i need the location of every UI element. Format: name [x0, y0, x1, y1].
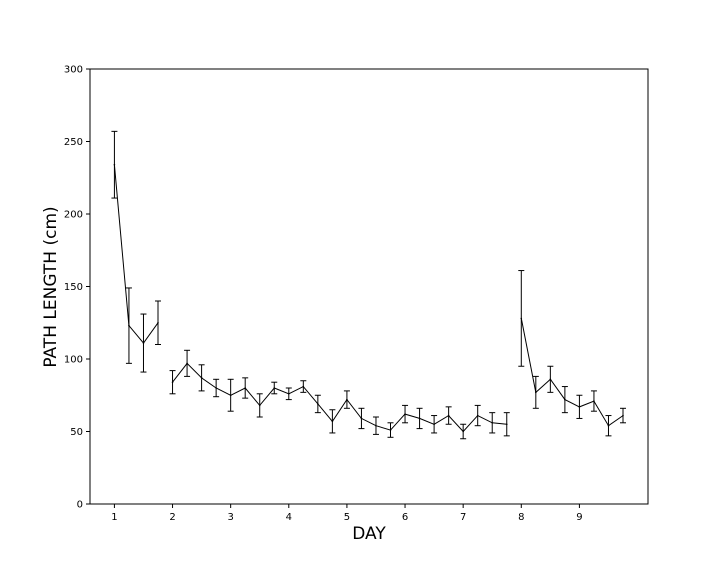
data-point [578, 406, 581, 408]
data-point [142, 342, 145, 344]
y-tick-label: 50 [70, 427, 83, 438]
data-point [302, 385, 305, 388]
data-point [287, 393, 290, 395]
data-point [520, 317, 523, 320]
series-line [113, 164, 159, 344]
data-point [258, 404, 261, 407]
data-point [229, 394, 232, 397]
x-tick-label: 1 [111, 512, 117, 523]
y-axis-title: PATH LENGTH (cm) [41, 206, 61, 367]
data-point [331, 420, 334, 423]
data-point [607, 424, 610, 427]
data-point [564, 398, 566, 401]
data-point [491, 422, 494, 424]
data-point [186, 362, 188, 365]
data-point [128, 324, 130, 327]
x-tick-label: 8 [518, 512, 524, 523]
data-point [215, 387, 217, 389]
data-point [244, 387, 246, 389]
data-point [535, 391, 537, 394]
x-tick-label: 6 [402, 512, 408, 523]
data-point [200, 377, 203, 379]
data-point [505, 423, 508, 426]
data-point [418, 417, 421, 420]
x-tick-label: 4 [286, 512, 292, 523]
x-tick-label: 9 [576, 512, 582, 523]
x-tick-label: 5 [344, 512, 350, 523]
x-axis: 1 2 3 4 5 6 7 8 9 [111, 504, 583, 523]
y-tick-label: 0 [77, 500, 83, 511]
y-tick-label: 100 [64, 355, 83, 366]
data-point [113, 163, 116, 166]
data-point [273, 387, 276, 389]
y-tick-label: 300 [64, 65, 83, 76]
x-tick-label: 2 [169, 512, 175, 523]
data-point [462, 430, 464, 433]
x-axis-title: DAY [352, 524, 386, 544]
y-tick-label: 250 [64, 137, 83, 148]
y-tick-label: 200 [64, 210, 83, 221]
data-point [433, 423, 435, 426]
data-point [346, 398, 348, 401]
data-point [171, 381, 174, 384]
data-point [389, 429, 392, 431]
data-point [360, 417, 363, 420]
data-point [404, 413, 406, 415]
data-point [549, 378, 552, 381]
data-point [317, 403, 319, 405]
data-point [157, 321, 159, 324]
x-tick-label: 7 [460, 512, 466, 523]
data-point [447, 414, 450, 417]
plot-area [89, 68, 649, 505]
data-point [622, 414, 624, 417]
data-point [593, 400, 595, 402]
y-axis: 0 50 100 150 200 250 300 [64, 65, 90, 511]
y-tick-label: 150 [64, 282, 83, 293]
series-path-length [111, 130, 627, 440]
series-line [520, 318, 624, 427]
data-point [476, 414, 479, 417]
data-point [375, 424, 377, 427]
x-tick-label: 3 [227, 512, 233, 523]
series-line [172, 362, 507, 433]
